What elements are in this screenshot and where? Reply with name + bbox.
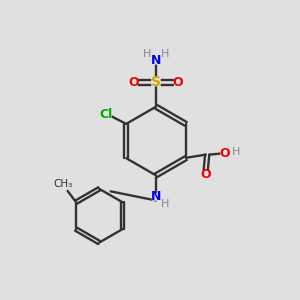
Text: H: H (161, 199, 169, 209)
Text: O: O (173, 76, 183, 89)
Text: H: H (232, 147, 240, 157)
Text: N: N (151, 190, 161, 203)
Text: H: H (161, 49, 169, 59)
Text: S: S (151, 75, 161, 89)
FancyBboxPatch shape (152, 57, 160, 64)
Text: Cl: Cl (99, 108, 112, 121)
Text: CH₃: CH₃ (53, 179, 72, 189)
Text: O: O (200, 168, 211, 181)
Text: O: O (219, 147, 230, 160)
FancyBboxPatch shape (202, 171, 210, 178)
FancyBboxPatch shape (130, 78, 138, 86)
FancyBboxPatch shape (152, 193, 160, 201)
FancyBboxPatch shape (220, 150, 229, 157)
Text: N: N (151, 54, 161, 67)
FancyBboxPatch shape (151, 78, 161, 86)
FancyBboxPatch shape (56, 180, 70, 188)
FancyBboxPatch shape (174, 78, 182, 86)
Text: O: O (129, 76, 139, 89)
Text: H: H (143, 49, 151, 59)
FancyBboxPatch shape (100, 110, 112, 118)
